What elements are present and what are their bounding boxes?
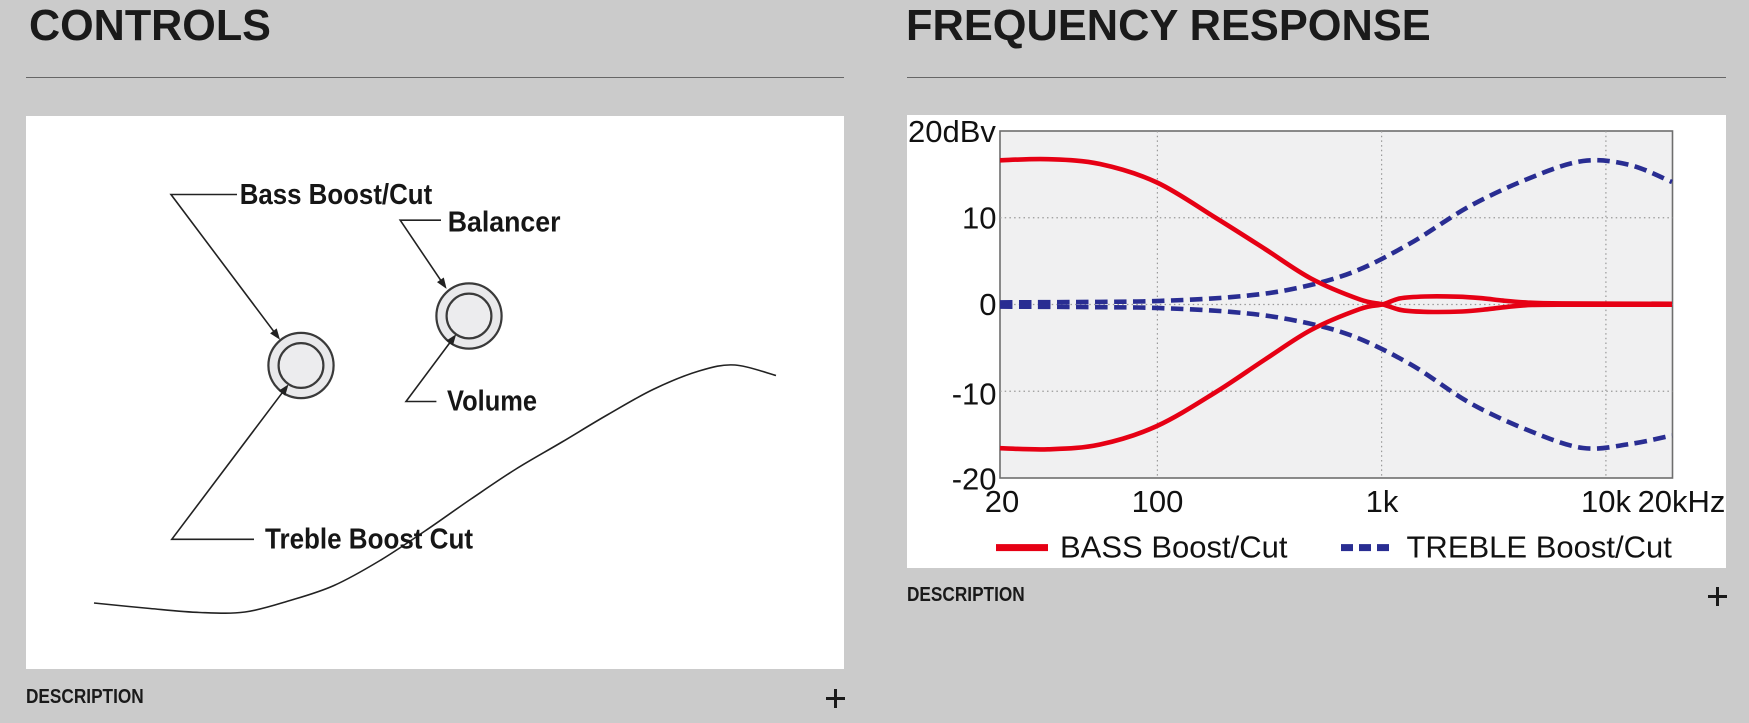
svg-text:20dBv: 20dBv (908, 115, 996, 149)
svg-text:1k: 1k (1366, 484, 1399, 519)
svg-text:20kHz: 20kHz (1638, 484, 1726, 519)
svg-text:TREBLE Boost/Cut: TREBLE Boost/Cut (1407, 530, 1673, 565)
svg-text:-10: -10 (952, 376, 997, 411)
svg-text:BASS Boost/Cut: BASS Boost/Cut (1060, 530, 1288, 565)
svg-text:0: 0 (979, 287, 996, 322)
svg-text:-20: -20 (952, 461, 997, 496)
svg-text:Bass Boost/Cut: Bass Boost/Cut (240, 179, 433, 211)
svg-text:10k: 10k (1581, 484, 1631, 519)
svg-text:Volume: Volume (447, 386, 537, 418)
svg-text:10: 10 (962, 200, 996, 235)
svg-text:20: 20 (985, 484, 1019, 519)
svg-text:Treble Boost Cut: Treble Boost Cut (265, 524, 473, 556)
svg-text:Balancer: Balancer (448, 207, 561, 239)
svg-text:100: 100 (1132, 484, 1184, 519)
